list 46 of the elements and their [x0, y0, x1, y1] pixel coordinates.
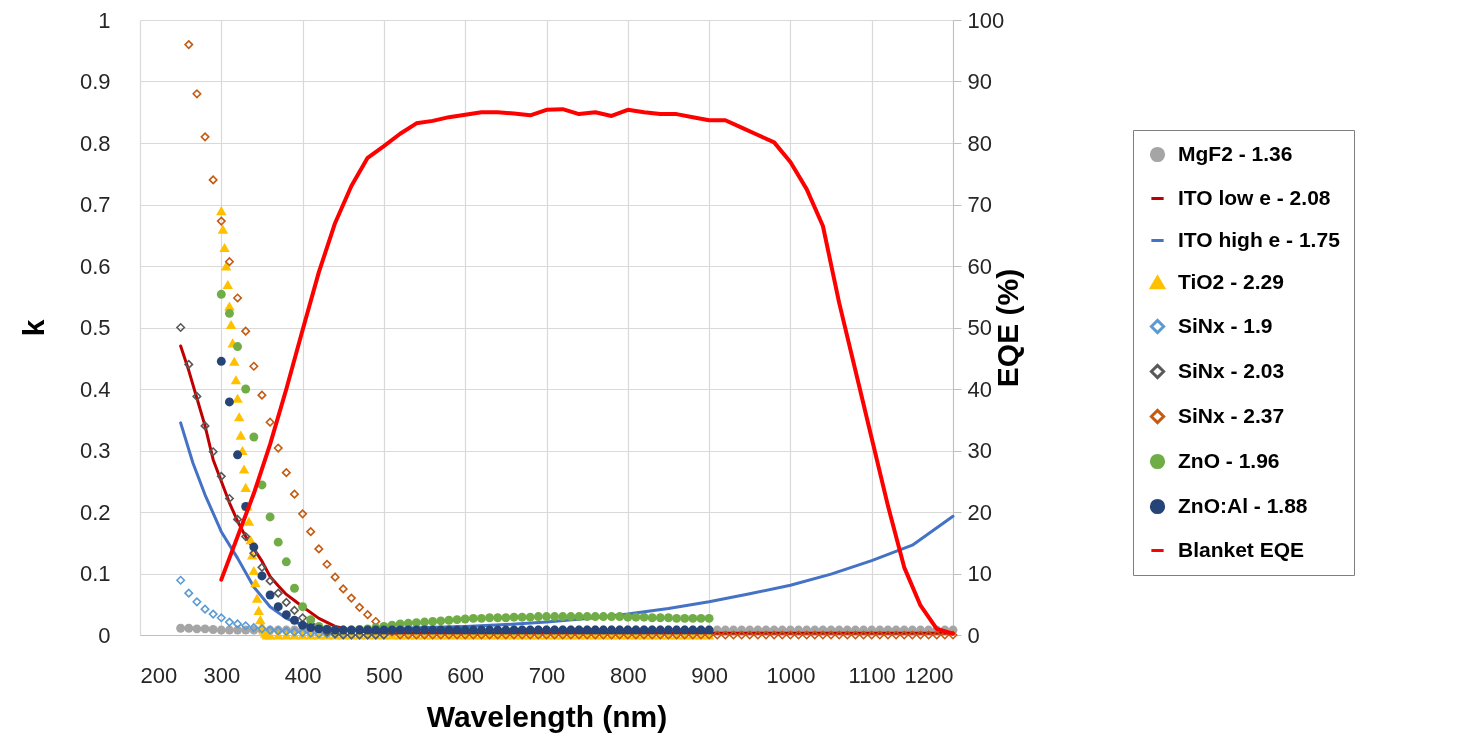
y2-tick-label: 100 — [967, 7, 1005, 33]
legend-label: SiNx - 2.37 — [1178, 403, 1285, 427]
y-tick-label: 1 — [98, 7, 111, 33]
y-tick-label: 0.2 — [79, 499, 111, 525]
legend-label: Blanket EQE — [1178, 537, 1305, 561]
x-tick-label: 300 — [203, 662, 241, 688]
x-tick-label: 1200 — [904, 662, 954, 688]
y-tick-label: 0.8 — [79, 130, 111, 156]
x-tick-label: 800 — [609, 662, 647, 688]
y2-tick-label: 70 — [967, 192, 992, 217]
legend-label: SiNx - 2.03 — [1178, 358, 1285, 382]
x-tick-label: 400 — [284, 662, 322, 688]
legend-label: SiNx - 1.9 — [1178, 313, 1273, 337]
y-tick-label: 0.4 — [79, 376, 111, 402]
y2-tick-label: 30 — [967, 438, 992, 463]
y-tick-label: 0.7 — [79, 192, 111, 217]
y-tick-label: 0 — [98, 622, 111, 648]
legend-label: ITO low e - 2.08 — [1178, 185, 1331, 209]
x-axis-title: Wavelength (nm) — [426, 699, 668, 733]
y2-tick-label: 60 — [967, 253, 992, 279]
y-tick-label: 0.1 — [79, 561, 111, 586]
y-tick-label: 0.6 — [79, 253, 111, 279]
y-tick-label: 0.9 — [79, 69, 111, 94]
y2-tick-label: 80 — [967, 130, 992, 156]
x-tick-label: 1000 — [766, 662, 816, 688]
legend-label: TiO2 - 2.29 — [1178, 269, 1284, 293]
x-tick-label: 600 — [447, 662, 485, 688]
y2-axis-title: EQE (%) — [991, 268, 1025, 388]
x-tick-label: 1100 — [848, 662, 896, 688]
y2-tick-label: 50 — [967, 315, 992, 340]
x-tick-label: 500 — [366, 662, 403, 688]
y-axis-title: k — [16, 319, 50, 337]
legend-label: MgF2 - 1.36 — [1178, 141, 1293, 165]
y2-tick-label: 40 — [967, 376, 992, 402]
x-tick-label: 200 — [140, 662, 178, 688]
x-tick-label: 900 — [691, 662, 728, 688]
y2-tick-label: 90 — [967, 69, 992, 94]
y2-tick-label: 10 — [967, 561, 992, 586]
y2-tick-label: 0 — [967, 622, 980, 648]
legend-label: ITO high e - 1.75 — [1178, 227, 1341, 251]
legend-label: ZnO:Al - 1.88 — [1178, 493, 1308, 517]
y-tick-label: 0.3 — [79, 438, 111, 463]
x-tick-label: 700 — [528, 662, 566, 688]
y2-tick-label: 20 — [967, 499, 992, 525]
legend-label: ZnO - 1.96 — [1178, 448, 1280, 472]
y-tick-label: 0.5 — [79, 315, 111, 340]
